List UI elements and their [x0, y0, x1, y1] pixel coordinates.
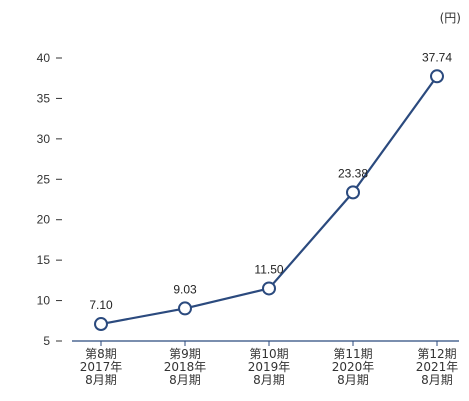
- unit-label: (円): [440, 11, 461, 25]
- y-tick-label: 20: [37, 213, 51, 227]
- data-label: 9.03: [173, 282, 197, 296]
- data-label: 23.38: [338, 166, 368, 180]
- x-tick-label: 第8期 2017年 8月期: [80, 347, 123, 387]
- x-tick-label: 第10期 2019年 8月期: [248, 347, 291, 387]
- y-axis: 5 10 15 20 25 30 35 40: [37, 51, 62, 348]
- y-tick-label: 30: [37, 132, 51, 146]
- data-label: 37.74: [422, 50, 452, 64]
- data-label: 7.10: [89, 298, 113, 312]
- data-point: [178, 301, 192, 316]
- data-point: [94, 317, 108, 332]
- series-group: 7.10 9.03 11.50 23.38 37.74: [89, 50, 452, 332]
- y-tick-label: 35: [37, 91, 51, 105]
- data-point: [430, 69, 444, 84]
- x-tick-label: 第9期 2018年 8月期: [164, 347, 207, 387]
- y-tick-label: 40: [37, 51, 51, 65]
- y-tick-label: 5: [43, 334, 50, 348]
- y-tick-label: 15: [37, 253, 51, 267]
- x-tick-label: 第11期 2020年 8月期: [332, 347, 375, 387]
- data-point: [346, 185, 360, 200]
- data-label: 11.50: [254, 262, 283, 276]
- data-point: [262, 281, 276, 296]
- y-tick-label: 25: [37, 172, 51, 186]
- x-axis: 第8期 2017年 8月期 第9期 2018年 8月期 第10期 2019年 8月期 第11期 20…: [72, 340, 459, 387]
- x-tick-label: 第12期 2021年 8月期: [416, 347, 459, 387]
- y-tick-label: 10: [37, 294, 51, 308]
